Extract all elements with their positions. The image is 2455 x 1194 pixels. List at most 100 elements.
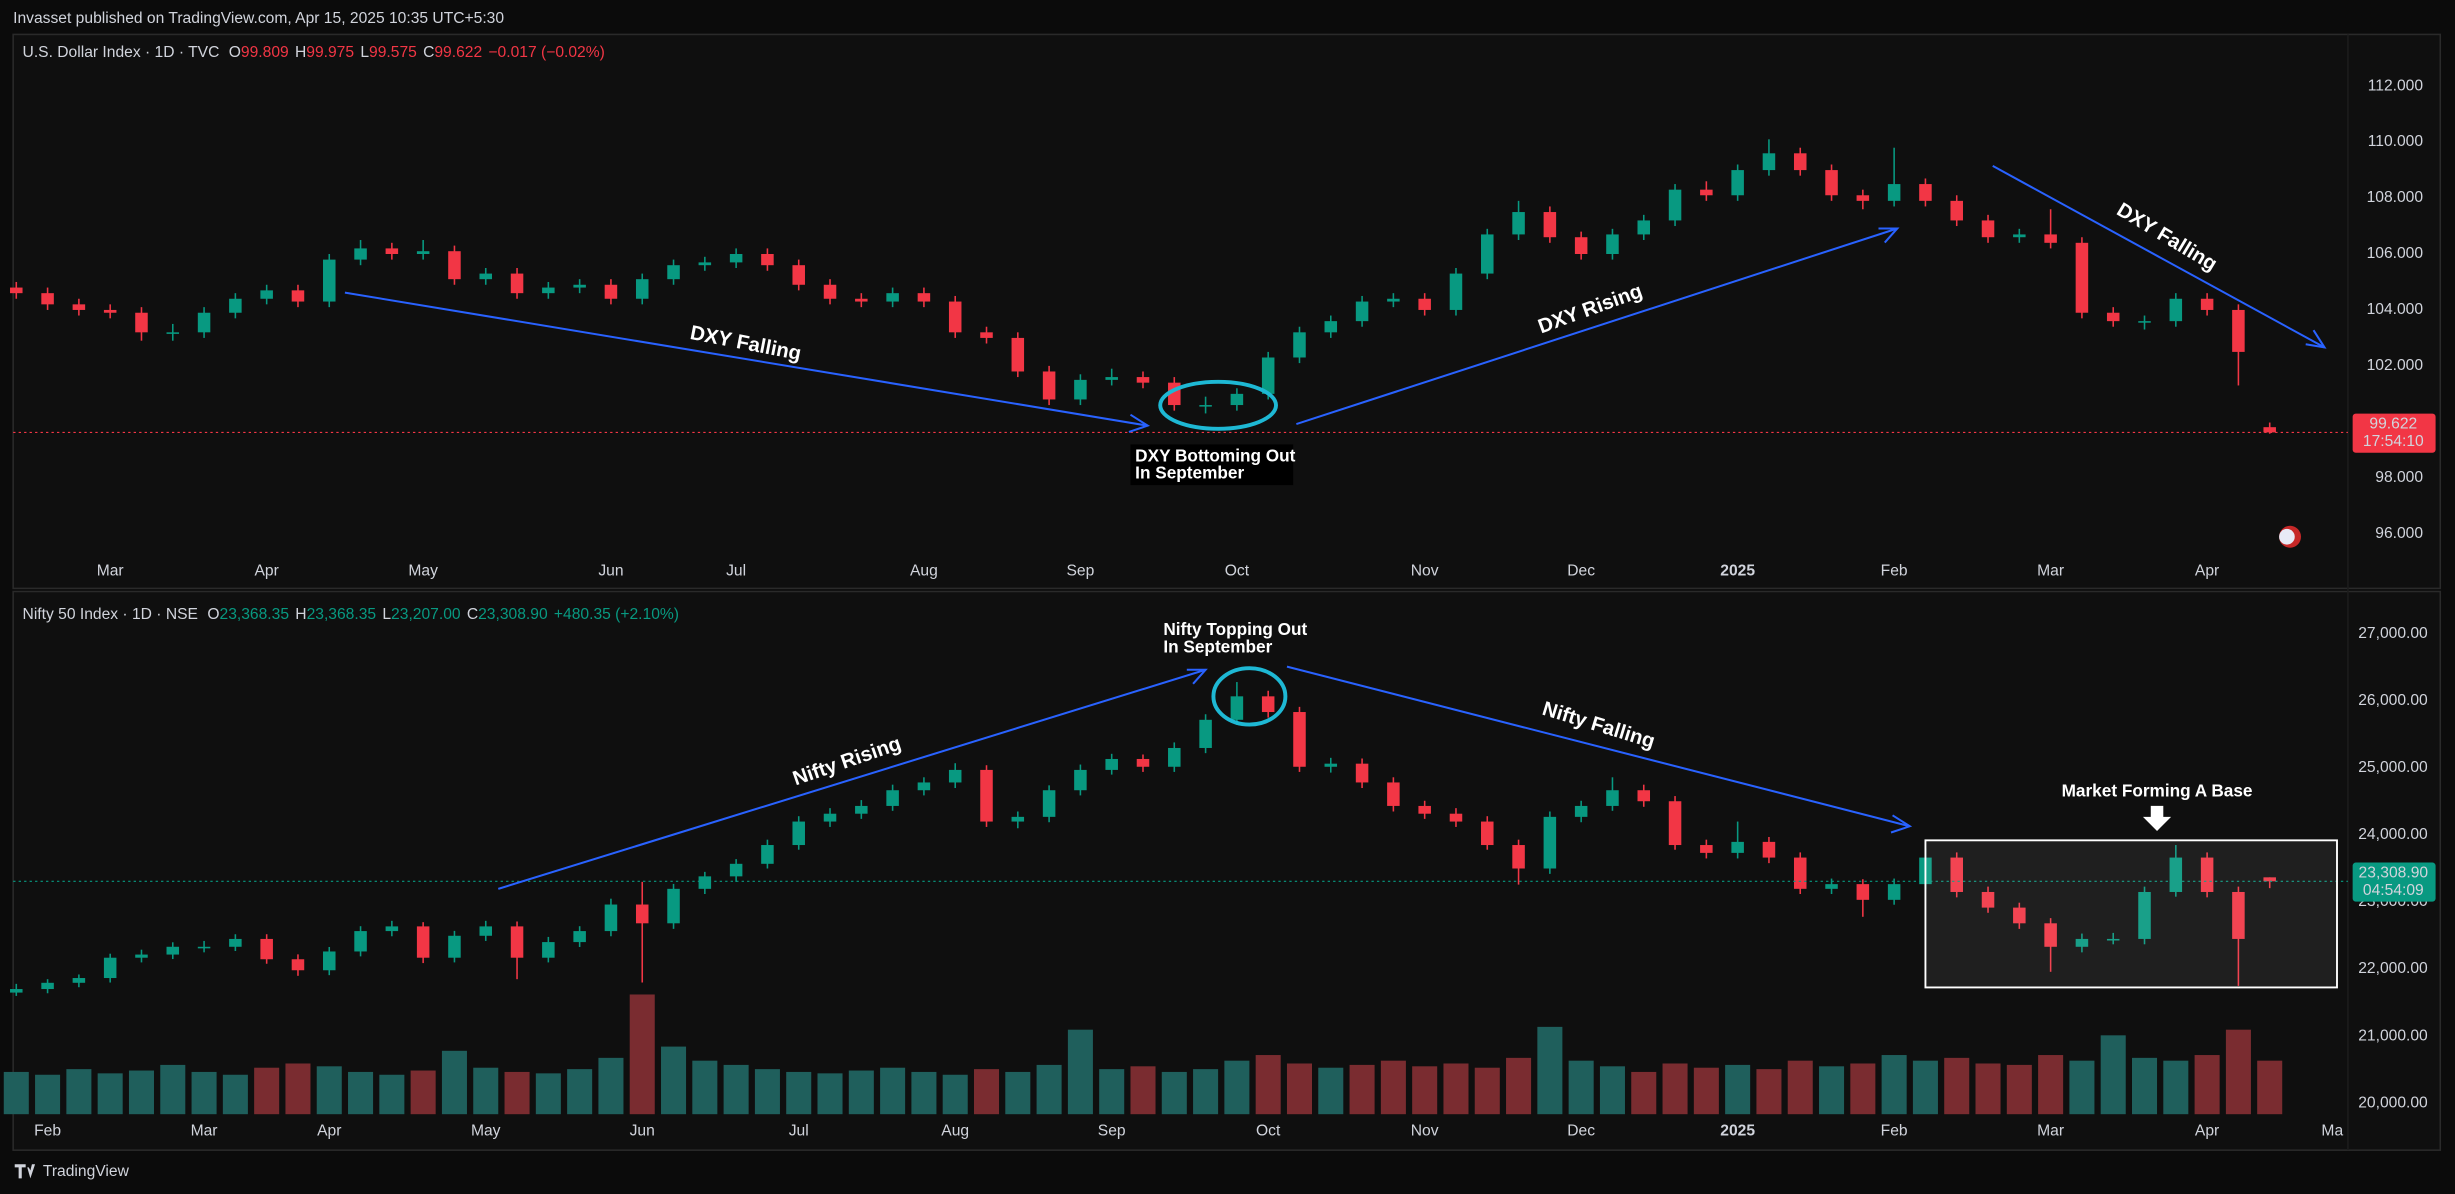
x-tick-label: Nov [1411,562,1439,579]
candle-body [1324,763,1338,767]
last-price-tag [2352,413,2436,453]
candle-body [1887,184,1901,201]
volume-bar [1850,1063,1876,1115]
x-tick-label: Apr [255,562,279,579]
candle-body [448,935,461,958]
candle-body [1793,857,1807,889]
x-tick-label: Feb [1881,1123,1908,1140]
candle-body [10,989,23,993]
x-tick-label: Oct [1256,1123,1281,1140]
candle-body [886,790,899,806]
arrow-head [2305,329,2327,349]
volume-bar [1036,1064,1062,1115]
x-tick-label: Jul [789,1123,809,1140]
candle-body [1856,884,1870,900]
volume-bar [2257,1060,2283,1115]
volume-bar [1005,1071,1031,1115]
candle-body [479,926,493,936]
volume-bar [473,1067,499,1115]
legend-value: 99.809 [241,44,289,61]
volume-bar [35,1074,61,1115]
volume-bar [410,1070,436,1115]
x-tick-label: Dec [1567,1123,1595,1140]
arrow [344,291,1148,427]
candle-body [2106,312,2120,322]
candle-body [1543,816,1557,869]
panel-dxy [12,33,2442,590]
x-tick-label: Ma [2321,1123,2343,1140]
candle-body [1574,805,1588,817]
last-price-label: 99.622 [2369,416,2417,433]
volume-bar [1443,1063,1469,1115]
y-tick-label: 22,000.00 [2358,960,2428,977]
volume-bar [1568,1060,1594,1115]
candle-body [1512,845,1525,869]
candle-body [1856,195,1870,201]
x-tick-label: Oct [1225,562,1250,579]
arrow-head [1878,227,1900,244]
candle-body [1261,357,1275,394]
volume-bar [1193,1069,1219,1115]
candle-body [479,273,493,280]
volume-bar [2194,1055,2220,1115]
volume-bar [1506,1057,1532,1115]
candle-body [2013,234,2026,238]
volume-bar [2225,1029,2251,1115]
candle-body [855,805,868,814]
candle-body [291,290,305,302]
volume-bar [1099,1069,1125,1115]
candle-body [1481,821,1494,846]
candle-body [1574,237,1588,255]
candle-body [2232,891,2245,939]
volume-bar [1725,1064,1751,1115]
tv-logo [14,1164,36,1179]
volume-bar [128,1070,154,1115]
candle-body [2138,891,2151,939]
legend-key: H [295,606,306,623]
candle-body [2013,907,2026,924]
down-arrow-icon [2142,805,2172,831]
candle-body [1731,841,1744,853]
candle-body [792,821,805,846]
candle-body [1668,801,1682,846]
legend-key: O [207,606,219,623]
y-tick-label: 98.000 [2375,469,2423,486]
y-tick-label: 25,000.00 [2358,759,2428,776]
volume-bar [880,1067,906,1115]
x-tick-label: 2025 [1720,1123,1755,1140]
x-tick-label: Nov [1411,1123,1439,1140]
candle-body [1136,758,1150,767]
brand: TradingView [43,1163,130,1180]
candle-body [260,938,273,960]
volume-bar [1474,1067,1500,1115]
legend-key: L [360,44,369,61]
volume-bar [2006,1064,2032,1115]
volume-bar [723,1064,749,1115]
candle-body [1700,189,1713,196]
y-tick-label: 104.000 [2367,301,2424,318]
candle-body [1293,332,1306,358]
candle-body [729,863,743,877]
volume-bar [504,1071,530,1115]
candle-body [1825,884,1838,889]
volume-bar [1380,1060,1406,1115]
candle-body [2138,321,2151,323]
volume-bar [1349,1064,1375,1115]
candle-body [698,876,712,889]
candle-body [667,265,680,280]
volume-bar [629,994,655,1115]
annotation: Nifty Topping Out [1163,619,1307,639]
last-price-label: 23,308.90 [2359,865,2429,882]
candle-body [573,284,586,288]
x-tick-label: Jun [598,562,623,579]
legend-value: 23,207.00 [391,606,461,623]
y-tick-label: 24,000.00 [2358,826,2428,843]
candle-body [1762,153,1776,171]
y-tick-label: 96.000 [2375,525,2423,542]
x-tick-label: Mar [191,1123,218,1140]
legend-value: 23,368.35 [220,606,290,623]
candle-body [917,293,931,302]
x-tick-label: Mar [2037,562,2064,579]
candle-body [1293,712,1306,767]
volume-bar [1787,1060,1813,1115]
